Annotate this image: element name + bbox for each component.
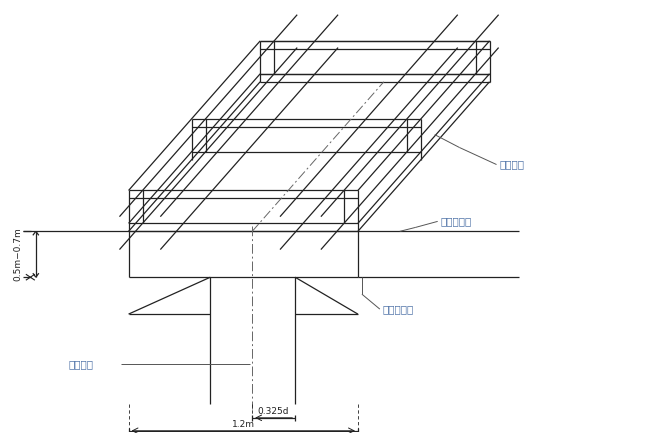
Text: 定位型钉: 定位型钉 bbox=[499, 159, 525, 170]
Text: 1.2m: 1.2m bbox=[232, 420, 255, 429]
Text: 0.325d: 0.325d bbox=[257, 407, 289, 416]
Text: 围护内边线: 围护内边线 bbox=[441, 216, 472, 226]
Text: 0.5m−0.7m: 0.5m−0.7m bbox=[14, 227, 22, 281]
Text: 围护内边线: 围护内边线 bbox=[383, 304, 414, 314]
Text: 中心轴线: 中心轴线 bbox=[69, 359, 94, 369]
